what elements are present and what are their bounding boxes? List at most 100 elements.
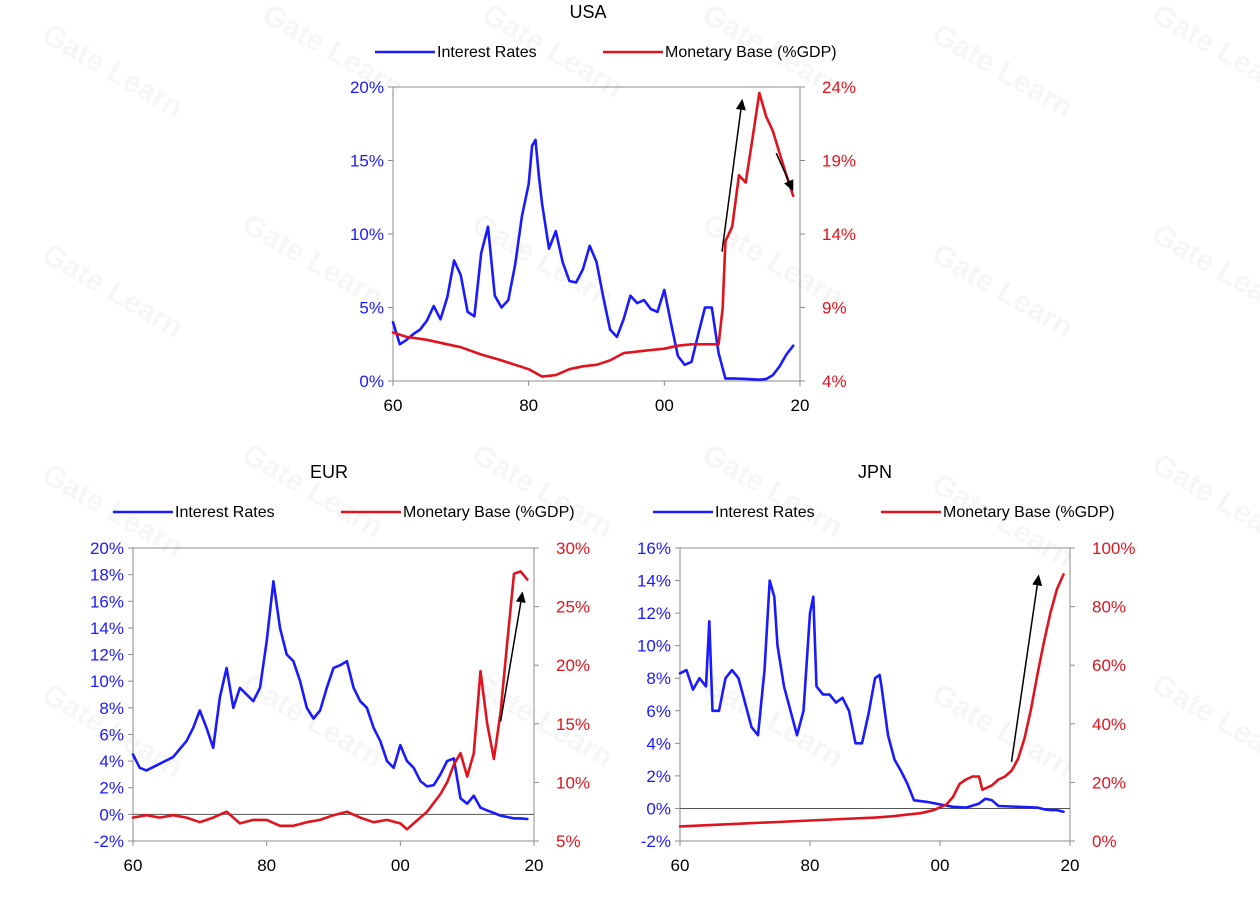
chart-eur: EUR Interest Rates Monetary Base (%GDP) -2%… xyxy=(90,462,590,875)
left-tick-label: 4% xyxy=(99,752,124,771)
x-tick-label: 60 xyxy=(671,856,690,875)
x-tick-label: 80 xyxy=(519,396,538,415)
watermark-layer: Gate Learn Gate Learn Gate Learn Gate Learn… xyxy=(37,0,1260,784)
legend-label-monetary-base: Monetary Base (%GDP) xyxy=(943,504,1115,521)
right-tick-label: 20% xyxy=(556,656,590,675)
x-tick-label: 00 xyxy=(655,396,674,415)
legend-label-interest-rates: Interest Rates xyxy=(715,504,815,521)
right-tick-label: 10% xyxy=(556,773,590,792)
x-tick-label: 60 xyxy=(124,856,143,875)
left-tick-label: 0% xyxy=(646,799,671,818)
chart-usa: USA Interest Rates Monetary Base (%GDP) 0% 5… xyxy=(350,2,856,415)
right-tick-label: 14% xyxy=(822,225,856,244)
watermark-text: Gate Learn xyxy=(467,437,619,544)
right-tick-label: 15% xyxy=(556,715,590,734)
left-tick-label: 15% xyxy=(350,152,384,171)
left-tick-label: 10% xyxy=(350,225,384,244)
left-tick-label: 12% xyxy=(90,646,124,665)
trend-arrow-shaft xyxy=(721,109,742,252)
right-tick-label: 60% xyxy=(1092,656,1126,675)
watermark-text: Gate Learn xyxy=(1147,667,1260,774)
x-tick-label: 80 xyxy=(801,856,820,875)
right-tick-label: 80% xyxy=(1092,598,1126,617)
x-tick-label: 00 xyxy=(391,856,410,875)
trend-arrow-shaft xyxy=(775,152,790,182)
x-tick-label: 00 xyxy=(931,856,950,875)
left-tick-label: 20% xyxy=(90,539,124,558)
series-line-interest-rates xyxy=(391,138,795,382)
trend-arrow xyxy=(775,152,794,192)
right-tick-label: 0% xyxy=(1092,832,1117,851)
watermark-text: Gate Learn xyxy=(1147,217,1260,324)
right-tick-label: 24% xyxy=(822,78,856,97)
watermark-text: Gate Learn xyxy=(467,667,619,774)
left-tick-label: 8% xyxy=(646,669,671,688)
chart-jpn: JPN Interest Rates Monetary Base (%GDP) -2%… xyxy=(637,462,1136,875)
legend: Interest Rates Monetary Base (%GDP) xyxy=(375,44,837,61)
trend-arrow xyxy=(499,591,526,722)
left-tick-label: 4% xyxy=(646,734,671,753)
trend-arrow-head xyxy=(1032,574,1043,586)
x-tick-label: 20 xyxy=(525,856,544,875)
left-tick-label: 6% xyxy=(99,725,124,744)
watermark-text: Gate Learn xyxy=(697,667,849,774)
series-line-interest-rates xyxy=(678,579,1065,814)
left-tick-label: 16% xyxy=(637,539,671,558)
right-tick-label: 19% xyxy=(822,152,856,171)
trend-arrow-head xyxy=(515,591,526,604)
right-tick-label: 4% xyxy=(822,372,847,391)
x-tick-label: 20 xyxy=(791,396,810,415)
left-tick-label: -2% xyxy=(94,832,124,851)
left-tick-label: 14% xyxy=(637,572,671,591)
watermark-text: Gate Learn xyxy=(37,237,189,344)
trend-arrow xyxy=(721,98,746,252)
series-line-interest-rates xyxy=(131,579,529,821)
left-tick-label: 18% xyxy=(90,566,124,585)
legend-label-interest-rates: Interest Rates xyxy=(437,44,537,61)
left-tick-label: 16% xyxy=(90,592,124,611)
chart-title: JPN xyxy=(858,462,892,482)
legend-label-interest-rates: Interest Rates xyxy=(175,504,275,521)
left-tick-label: 2% xyxy=(99,779,124,798)
x-tick-label: 20 xyxy=(1061,856,1080,875)
watermark-text: Gate Learn xyxy=(927,237,1079,344)
watermark-text: Gate Learn xyxy=(237,437,389,544)
legend: Interest Rates Monetary Base (%GDP) xyxy=(653,504,1115,521)
right-tick-label: 9% xyxy=(822,299,847,318)
right-tick-label: 30% xyxy=(556,539,590,558)
left-tick-label: 10% xyxy=(637,637,671,656)
left-tick-label: 8% xyxy=(99,699,124,718)
left-tick-label: 0% xyxy=(359,372,384,391)
trend-arrow-shaft xyxy=(1010,585,1038,762)
watermark-text: Gate Learn xyxy=(927,17,1079,124)
left-tick-label: 6% xyxy=(646,702,671,721)
left-tick-label: 12% xyxy=(637,604,671,623)
left-tick-label: 5% xyxy=(359,299,384,318)
watermark-text: Gate Learn xyxy=(1147,0,1260,104)
watermark-text: Gate Learn xyxy=(37,17,189,124)
left-tick-label: 2% xyxy=(646,767,671,786)
legend-label-monetary-base: Monetary Base (%GDP) xyxy=(665,44,837,61)
chart-title: EUR xyxy=(310,462,348,482)
watermark-text: Gate Learn xyxy=(697,437,849,544)
left-tick-label: 20% xyxy=(350,78,384,97)
trend-arrow xyxy=(1010,574,1043,762)
trend-arrow-shaft xyxy=(499,602,522,722)
right-tick-label: 20% xyxy=(1092,773,1126,792)
right-tick-label: 100% xyxy=(1092,539,1135,558)
x-tick-label: 80 xyxy=(257,856,276,875)
left-tick-label: 0% xyxy=(99,805,124,824)
chart-title: USA xyxy=(569,2,606,22)
legend: Interest Rates Monetary Base (%GDP) xyxy=(113,504,575,521)
series-line-monetary-base xyxy=(678,573,1065,828)
series-line-monetary-base xyxy=(131,570,529,831)
watermark-text: Gate Learn xyxy=(927,677,1079,784)
trend-arrow-head xyxy=(735,98,746,111)
legend-label-monetary-base: Monetary Base (%GDP) xyxy=(403,504,575,521)
left-tick-label: -2% xyxy=(641,832,671,851)
right-tick-label: 40% xyxy=(1092,715,1126,734)
right-tick-label: 25% xyxy=(556,598,590,617)
right-tick-label: 5% xyxy=(556,832,581,851)
x-tick-label: 60 xyxy=(384,396,403,415)
